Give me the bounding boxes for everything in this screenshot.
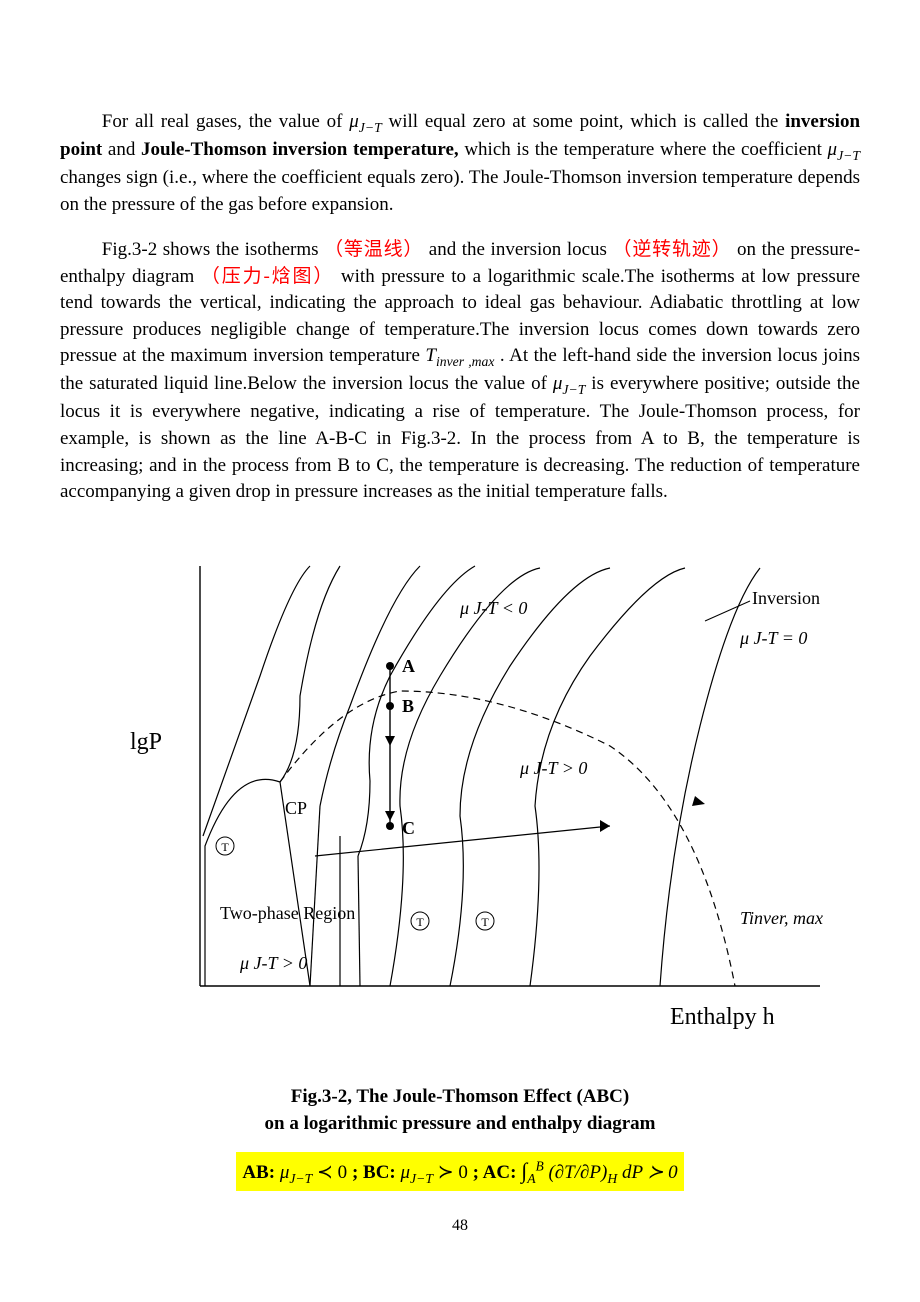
mu-positive-label-1: μ J-T > 0	[520, 756, 587, 781]
p1-text-5: changes sign (i.e., where the coefficien…	[60, 167, 860, 215]
caption-line-2: on a logarithmic pressure and enthalpy d…	[60, 1111, 860, 1138]
x-axis-label: Enthalpy h	[670, 1001, 775, 1035]
hl-h: H	[607, 1170, 617, 1185]
hl-dp: dP ≻ 0	[622, 1162, 678, 1183]
document-page: For all real gases, the value of μJ−T wi…	[0, 0, 920, 1273]
hl-frac: (∂T/∂P)	[548, 1162, 607, 1183]
tinv-symbol: T	[425, 345, 436, 366]
tinv-subscript: inver ,max	[436, 354, 494, 369]
p1-and: and	[108, 139, 141, 160]
mu-symbol: μ	[349, 111, 359, 132]
hl-lt: ≺ 0	[312, 1162, 347, 1183]
hl-mu-1: μ	[280, 1162, 290, 1183]
mu-symbol-3: μ	[553, 373, 563, 394]
hl-bc: ; BC:	[352, 1162, 396, 1183]
chinese-inversion-locus: （逆转轨迹）	[613, 239, 732, 260]
p2-t2: and the inversion locus	[429, 239, 613, 260]
mu-symbol-2: μ	[828, 139, 838, 160]
mu-positive-label-2: μ J-T > 0	[240, 951, 307, 976]
y-axis-label: lgP	[130, 726, 162, 760]
tinvmax-label: Tinver, max	[740, 906, 823, 931]
hl-sub-1: J−T	[289, 1170, 312, 1185]
hl-mu-2: μ	[401, 1162, 411, 1183]
hl-ac: ; AC:	[473, 1162, 517, 1183]
cp-label: CP	[285, 796, 307, 821]
hl-ab: AB:	[242, 1162, 275, 1183]
p1-text-2: will equal zero at some point, which is …	[389, 111, 786, 132]
ph-diagram: T T T lgP Enthalpy h μ J-T < 0 μ J-T > 0…	[140, 546, 840, 1046]
p1-text-4: which is the temperature where the coeff…	[464, 139, 827, 160]
page-number: 48	[60, 1215, 860, 1237]
point-c-label: C	[402, 816, 415, 841]
point-a-label: A	[402, 654, 415, 679]
point-b-label: B	[402, 694, 414, 719]
hl-sub-2: J−T	[410, 1170, 433, 1185]
svg-text:T: T	[481, 915, 489, 929]
p2-t1: Fig.3-2 shows the isotherms	[102, 239, 319, 260]
paragraph-1: For all real gases, the value of μJ−T wi…	[60, 109, 860, 218]
svg-text:T: T	[221, 840, 229, 854]
mu-subscript-2: J−T	[837, 148, 860, 163]
svg-text:T: T	[416, 915, 424, 929]
inversion-label: Inversion	[752, 586, 820, 611]
mu-zero-label: μ J-T = 0	[740, 626, 807, 651]
hl-gt: ≻ 0	[433, 1162, 468, 1183]
chinese-isotherms: （等温线）	[324, 239, 423, 260]
chinese-ph-diagram: （压力-焓图）	[201, 266, 334, 287]
figure-3-2: T T T lgP Enthalpy h μ J-T < 0 μ J-T > 0…	[60, 546, 860, 1192]
mu-subscript-3: J−T	[562, 382, 585, 397]
highlighted-equations: AB: μJ−T ≺ 0 ; BC: μJ−T ≻ 0 ; AC: ∫AB (∂…	[236, 1152, 683, 1192]
hl-int-b: B	[536, 1158, 544, 1173]
jt-temp-term: Joule-Thomson inversion temperature,	[141, 139, 459, 160]
two-phase-label: Two-phase Region	[220, 901, 355, 926]
p1-text: For all real gases, the value of	[102, 111, 349, 132]
figure-caption: Fig.3-2, The Joule-Thomson Effect (ABC) …	[60, 1084, 860, 1191]
paragraph-2: Fig.3-2 shows the isotherms （等温线） and th…	[60, 237, 860, 506]
hl-int-a: A	[527, 1170, 535, 1185]
mu-negative-label: μ J-T < 0	[460, 596, 527, 621]
mu-subscript: J−T	[359, 120, 382, 135]
caption-line-1: Fig.3-2, The Joule-Thomson Effect (ABC)	[60, 1084, 860, 1111]
